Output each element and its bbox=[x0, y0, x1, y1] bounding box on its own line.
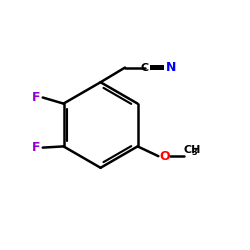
Text: O: O bbox=[160, 150, 170, 163]
Text: F: F bbox=[32, 91, 41, 104]
Text: F: F bbox=[32, 141, 41, 154]
Text: N: N bbox=[166, 61, 176, 74]
Text: 3: 3 bbox=[192, 148, 198, 158]
Text: CH: CH bbox=[184, 145, 201, 155]
Text: C: C bbox=[140, 62, 148, 72]
